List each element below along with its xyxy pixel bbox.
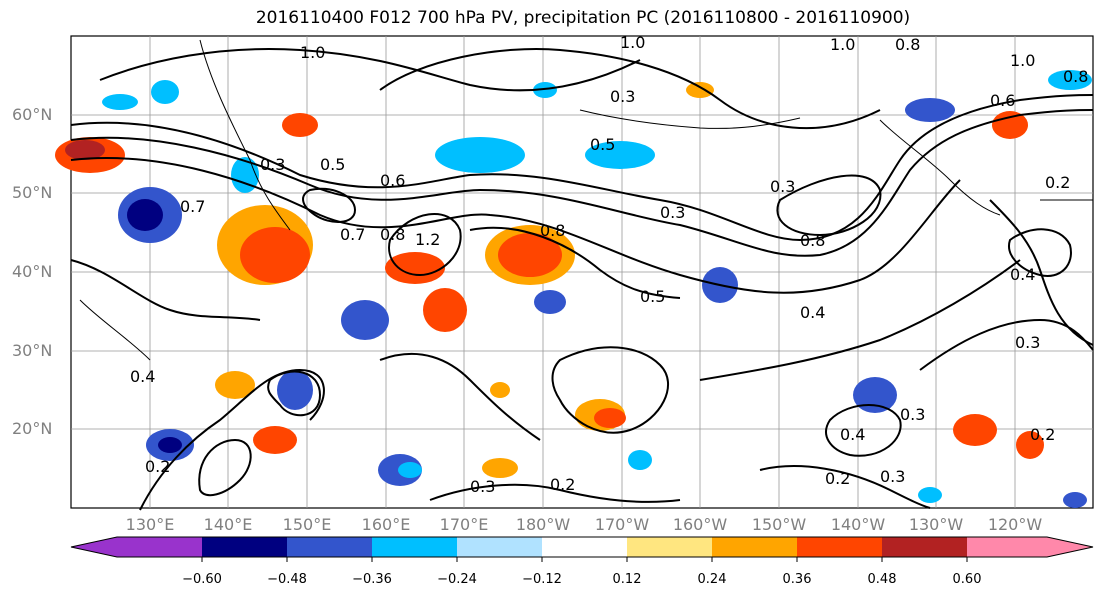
contour-label: 0.5 bbox=[320, 155, 345, 174]
lon-label-150e: 150°E bbox=[282, 515, 332, 534]
lon-label-130w: 130°W bbox=[908, 515, 964, 534]
coastlines bbox=[79, 39, 1093, 361]
lon-label-120w: 120°W bbox=[987, 515, 1043, 534]
lat-label-30n: 30°N bbox=[12, 341, 53, 360]
colorbar-tick: 0.48 bbox=[867, 572, 897, 587]
lon-label-170e: 170°E bbox=[439, 515, 489, 534]
contour-label: 0.3 bbox=[610, 87, 635, 106]
contour-label: 0.2 bbox=[145, 457, 170, 476]
contour-label: 1.0 bbox=[1010, 51, 1035, 70]
lon-label-140e: 140°E bbox=[203, 515, 253, 534]
lon-label-150w: 150°W bbox=[751, 515, 807, 534]
contour-label: 0.5 bbox=[590, 135, 615, 154]
contour-label: 0.2 bbox=[825, 469, 850, 488]
contour-label: 0.3 bbox=[880, 467, 905, 486]
colorbar-segment bbox=[542, 537, 627, 557]
contour-label: 0.8 bbox=[895, 35, 920, 54]
colorbar-tick: −0.60 bbox=[182, 572, 222, 587]
colorbar-segment bbox=[712, 537, 797, 557]
colorbar-segment bbox=[627, 537, 712, 557]
contour-label: 0.8 bbox=[540, 221, 565, 240]
contour-label: 1.2 bbox=[415, 230, 440, 249]
contour-label: 0.2 bbox=[550, 475, 575, 494]
contour-label: 0.2 bbox=[1045, 173, 1070, 192]
contour-label: 1.0 bbox=[830, 35, 855, 54]
contour-label: 0.4 bbox=[840, 425, 865, 444]
contour-label: 0.8 bbox=[1063, 67, 1088, 86]
colorbar-outline bbox=[70, 536, 1094, 558]
contour-label: 1.0 bbox=[300, 43, 325, 62]
colorbar-segment bbox=[202, 537, 287, 557]
colorbar-segment bbox=[71, 537, 117, 557]
colorbar-tick: 0.24 bbox=[697, 572, 727, 587]
lat-label-20n: 20°N bbox=[12, 419, 53, 438]
colorbar-tick: −0.24 bbox=[437, 572, 477, 587]
contour-label: 0.8 bbox=[380, 225, 405, 244]
contour-label: 0.4 bbox=[1010, 265, 1035, 284]
lon-label-180w: 180°W bbox=[515, 515, 571, 534]
contour-label: 0.2 bbox=[1030, 425, 1055, 444]
lon-label-170w: 170°W bbox=[594, 515, 650, 534]
map-title: 2016110400 F012 700 hPa PV, precipitatio… bbox=[255, 8, 911, 28]
lat-label-60n: 60°N bbox=[12, 105, 53, 124]
contour-label: 0.6 bbox=[990, 91, 1015, 110]
contour-labels: 1.0 1.0 1.0 1.0 0.8 0.8 0.8 0.8 0.5 0.5 … bbox=[130, 33, 1088, 496]
lon-label-140w: 140°W bbox=[830, 515, 886, 534]
colorbar-segment bbox=[457, 537, 542, 557]
colorbar-segment bbox=[117, 537, 202, 557]
colorbar-tick: −0.12 bbox=[522, 572, 562, 587]
contour-label: 0.7 bbox=[340, 225, 365, 244]
colorbar-segment bbox=[797, 537, 882, 557]
contour-label: 0.4 bbox=[800, 303, 825, 322]
contour-label: 0.8 bbox=[800, 231, 825, 250]
contour-label: 0.3 bbox=[770, 177, 795, 196]
colorbar-segment bbox=[882, 537, 967, 557]
gridlines bbox=[71, 36, 1093, 508]
contour-label: 0.3 bbox=[900, 405, 925, 424]
contour-label: 1.0 bbox=[620, 33, 645, 52]
contour-label: 0.7 bbox=[180, 197, 205, 216]
contour-label: 0.6 bbox=[380, 171, 405, 190]
pv-contours bbox=[70, 48, 1094, 511]
colorbar-tick: −0.48 bbox=[267, 572, 307, 587]
lon-label-160e: 160°E bbox=[361, 515, 411, 534]
contour-label: 0.3 bbox=[1015, 333, 1040, 352]
lon-label-130e: 130°E bbox=[125, 515, 175, 534]
contour-label: 0.3 bbox=[660, 203, 685, 222]
colorbar-tick: 0.12 bbox=[612, 572, 642, 587]
colorbar-segment bbox=[1047, 537, 1093, 557]
colorbar-tick: 0.36 bbox=[782, 572, 812, 587]
lon-label-160w: 160°W bbox=[672, 515, 728, 534]
contour-label: 0.3 bbox=[260, 155, 285, 174]
lat-label-50n: 50°N bbox=[12, 183, 53, 202]
colorbar-segment bbox=[372, 537, 457, 557]
lat-label-40n: 40°N bbox=[12, 262, 53, 281]
colorbar-tick: −0.36 bbox=[352, 572, 392, 587]
contour-label: 0.3 bbox=[470, 477, 495, 496]
colorbar bbox=[70, 536, 1094, 562]
colorbar-segment bbox=[287, 537, 372, 557]
colorbar-segment bbox=[967, 537, 1047, 557]
contour-label: 0.4 bbox=[130, 367, 155, 386]
colorbar-tick: 0.60 bbox=[952, 572, 982, 587]
contour-label: 0.5 bbox=[640, 287, 665, 306]
